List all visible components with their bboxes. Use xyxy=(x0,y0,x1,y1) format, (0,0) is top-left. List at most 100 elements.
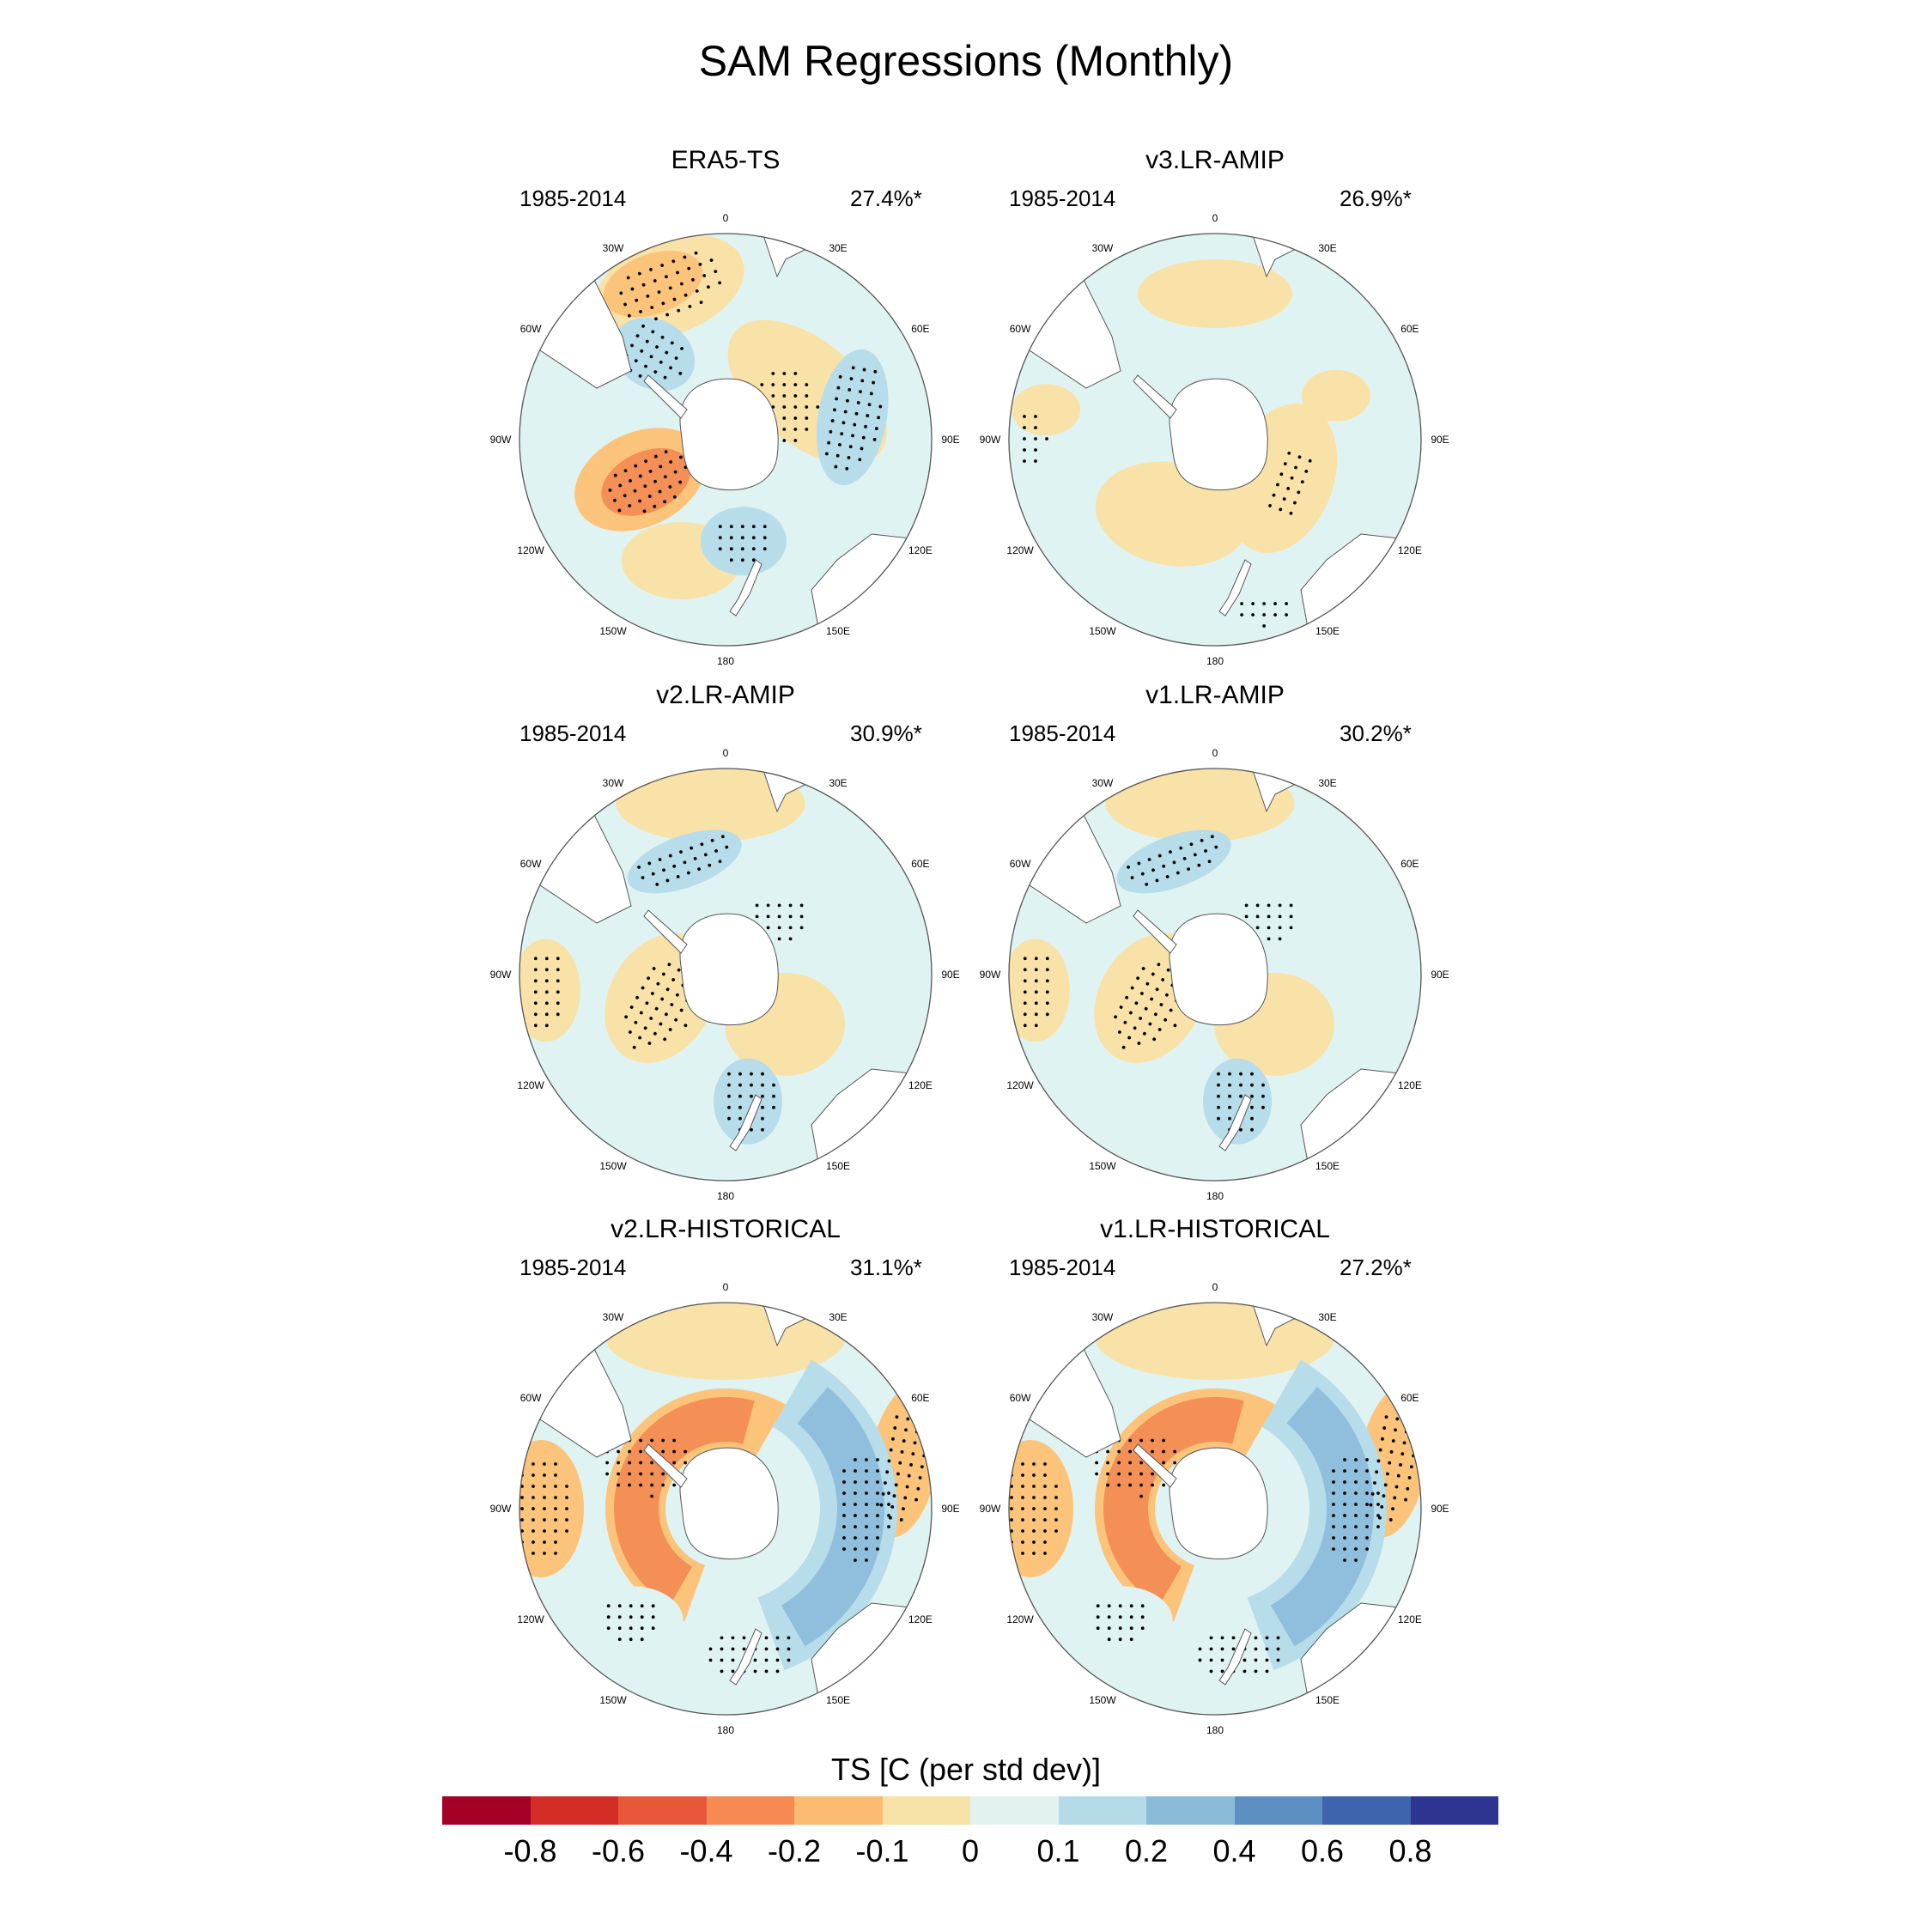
antarctica xyxy=(679,378,779,491)
antarctic-peninsula xyxy=(1133,1443,1177,1488)
significance-dots xyxy=(1096,1604,1145,1642)
map-field xyxy=(1009,1303,1421,1715)
longitude-label: 0 xyxy=(722,747,729,759)
colorbar-box xyxy=(706,1796,794,1825)
longitude-label: 30E xyxy=(1318,776,1337,789)
longitude-label: 90W xyxy=(489,1503,512,1515)
longitude-label: 150E xyxy=(825,625,851,638)
significance-dots xyxy=(1127,835,1218,886)
significance-dots xyxy=(1244,903,1293,941)
significance-dots xyxy=(842,1458,890,1562)
new-zealand xyxy=(1218,1094,1252,1151)
colorbar-box xyxy=(530,1796,618,1825)
longitude-label: 120E xyxy=(908,1613,933,1625)
longitude-label: 120W xyxy=(1006,1079,1034,1091)
colorbar-tick-label: -0.8 xyxy=(503,1833,557,1868)
longitude-label: 60E xyxy=(911,858,930,870)
percent-label: 30.2%* xyxy=(1340,720,1412,746)
anomaly-patch xyxy=(603,250,703,318)
longitude-label: 60E xyxy=(1400,323,1419,335)
panel-title: v3.LR-AMIP xyxy=(1145,146,1285,174)
significance-dots xyxy=(1010,1462,1058,1555)
map-border xyxy=(519,768,933,1182)
colorbar-tick-label: 0.2 xyxy=(1124,1833,1169,1868)
anomaly-patch xyxy=(616,769,805,842)
map-border xyxy=(1008,1302,1422,1716)
colorbar-tick-label: -0.4 xyxy=(679,1833,733,1868)
longitude-label: 90W xyxy=(489,434,512,446)
longitude-label: 150E xyxy=(1315,1694,1340,1707)
panel-title: v2.LR-AMIP xyxy=(656,681,795,709)
longitude-label: 150W xyxy=(1089,1160,1116,1173)
longitude-label: 30W xyxy=(1091,241,1114,254)
antarctica xyxy=(1169,1447,1268,1560)
map-border xyxy=(519,1302,933,1716)
anomaly-patch xyxy=(519,1440,584,1577)
longitude-label: 150E xyxy=(1315,625,1340,638)
longitude-label: 180 xyxy=(1206,1190,1224,1202)
longitude-label: 30E xyxy=(829,776,848,789)
significance-dots xyxy=(1023,957,1049,1028)
longitude-label: 150E xyxy=(1315,1160,1340,1173)
longitude-label: 150W xyxy=(1089,625,1116,638)
significance-dots xyxy=(1114,963,1184,1049)
anomaly-patch xyxy=(1009,939,1070,1042)
polar-map xyxy=(519,233,933,647)
longitude-label: 90E xyxy=(941,969,960,981)
longitude-label: 150E xyxy=(825,1694,851,1707)
longitude-label: 0 xyxy=(1212,747,1218,759)
longitude-label: 0 xyxy=(1212,1281,1218,1293)
longitude-label: 30W xyxy=(1091,1310,1114,1323)
colorbar-tick-label: 0.6 xyxy=(1300,1833,1345,1868)
longitude-label: 30W xyxy=(602,1310,624,1323)
longitude-label: 60W xyxy=(519,1392,542,1404)
colorbar-box xyxy=(794,1796,883,1825)
longitude-label: 150W xyxy=(599,1694,627,1707)
longitude-label: 90E xyxy=(1431,434,1449,446)
antarctic-peninsula xyxy=(643,909,688,954)
polar-map xyxy=(1008,1302,1422,1716)
anomaly-patch xyxy=(519,939,580,1042)
longitude-label: 0 xyxy=(1212,212,1218,224)
colorbar-tick-label: -0.6 xyxy=(591,1833,646,1868)
anomaly-patch xyxy=(1301,369,1370,422)
map-border xyxy=(1008,768,1422,1182)
anomaly-patch xyxy=(714,1058,783,1145)
longitude-label: 180 xyxy=(1206,1724,1224,1736)
panel-title: ERA5-TS xyxy=(671,146,781,174)
anomaly-patch xyxy=(601,447,691,516)
antarctica xyxy=(679,913,779,1026)
longitude-label: 180 xyxy=(716,1724,735,1736)
colorbar-box xyxy=(1058,1796,1146,1825)
significance-dots xyxy=(1023,415,1048,463)
map-border xyxy=(1008,233,1422,647)
anomaly-patch xyxy=(1138,259,1292,328)
colorbar-box xyxy=(1234,1796,1322,1825)
longitude-label: 90E xyxy=(941,434,960,446)
longitude-label: 60E xyxy=(911,1392,930,1404)
colorbar-box xyxy=(882,1796,970,1825)
new-zealand xyxy=(729,1094,762,1151)
colorbar-box xyxy=(1146,1796,1235,1825)
longitude-label: 90W xyxy=(979,969,1001,981)
longitude-label: 0 xyxy=(722,212,729,224)
longitude-label: 150E xyxy=(825,1160,851,1173)
longitude-label: 60W xyxy=(1009,323,1031,335)
significance-dots xyxy=(624,963,695,1049)
anomaly-patch xyxy=(1069,1586,1173,1656)
significance-dots xyxy=(533,957,560,1028)
anomaly-patch xyxy=(1009,1440,1073,1577)
period-label: 1985-2014 xyxy=(1009,185,1116,211)
longitude-label: 60W xyxy=(519,323,542,335)
longitude-label: 90W xyxy=(979,1503,1001,1515)
colorbar-tick-label: 0.8 xyxy=(1388,1833,1432,1868)
longitude-label: 90E xyxy=(941,1503,960,1515)
colorbar-tick-label: -0.1 xyxy=(855,1833,909,1868)
significance-dots xyxy=(718,525,767,562)
panel-title: v2.LR-HISTORICAL xyxy=(611,1215,841,1243)
colorbar-tick-label: -0.2 xyxy=(767,1833,822,1868)
percent-label: 27.4%* xyxy=(850,185,922,211)
longitude-label: 90E xyxy=(1431,969,1449,981)
antarctic-peninsula xyxy=(643,374,688,419)
longitude-label: 60E xyxy=(1400,1392,1419,1404)
